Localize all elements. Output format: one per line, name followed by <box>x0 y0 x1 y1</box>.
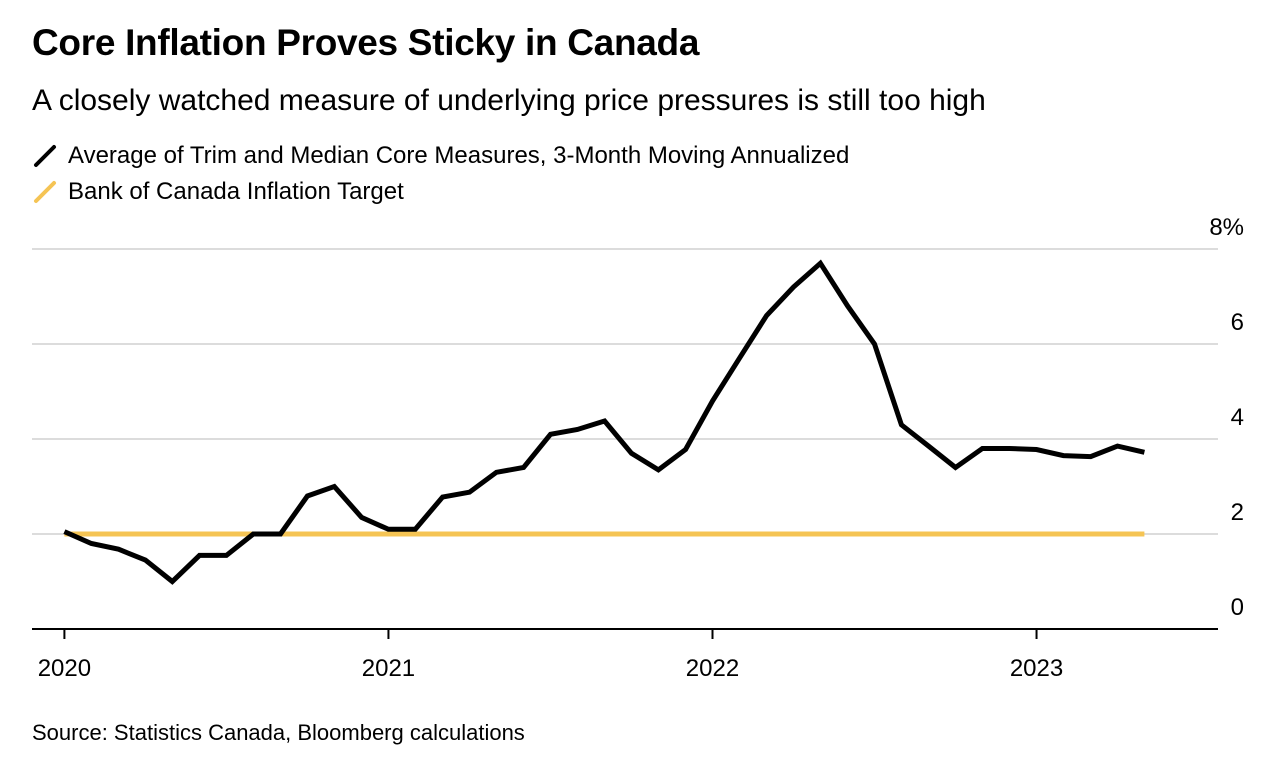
legend-item-inflation-target: Bank of Canada Inflation Target <box>32 174 849 210</box>
legend-swatch-yellow-icon <box>34 181 56 203</box>
legend-swatch-black-icon <box>34 145 56 167</box>
legend-label-core-measures: Average of Trim and Median Core Measures… <box>68 142 850 169</box>
source-note: Source: Statistics Canada, Bloomberg cal… <box>32 720 525 745</box>
y-tick-label-6: 6 <box>1231 309 1244 336</box>
legend-label-inflation-target: Bank of Canada Inflation Target <box>68 178 404 205</box>
y-tick-label-8: 8% <box>1209 214 1244 241</box>
x-tick-label-2020: 2020 <box>38 655 91 682</box>
legend-item-core-measures: Average of Trim and Median Core Measures… <box>32 138 849 174</box>
series-line-core-measures <box>63 259 1145 585</box>
y-tick-label-2: 2 <box>1231 499 1244 526</box>
legend: Average of Trim and Median Core Measures… <box>32 138 849 210</box>
y-tick-label-0: 0 <box>1231 594 1244 621</box>
y-tick-label-4: 4 <box>1231 404 1244 431</box>
x-tick-label-2021: 2021 <box>362 655 415 682</box>
x-tick-label-2022: 2022 <box>686 655 739 682</box>
chart-title: Core Inflation Proves Sticky in Canada <box>32 22 700 63</box>
chart-subtitle: A closely watched measure of underlying … <box>32 84 986 117</box>
x-tick-label-2023: 2023 <box>1010 655 1063 682</box>
